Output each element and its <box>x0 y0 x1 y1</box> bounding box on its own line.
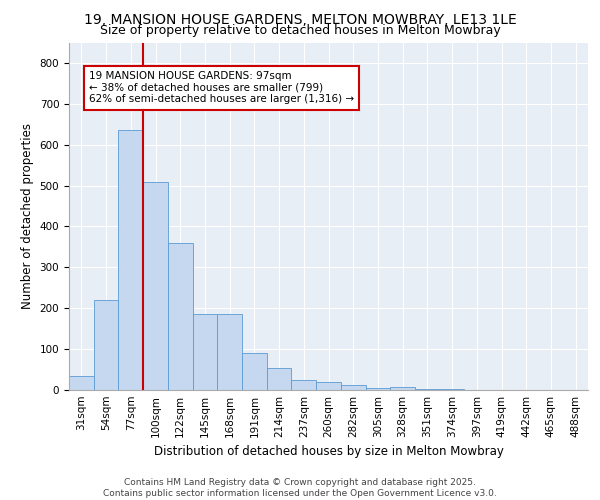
X-axis label: Distribution of detached houses by size in Melton Mowbray: Distribution of detached houses by size … <box>154 446 503 458</box>
Bar <box>143 182 168 390</box>
Bar <box>193 314 217 390</box>
Bar <box>365 388 390 390</box>
Bar <box>341 385 365 390</box>
Bar <box>118 130 143 390</box>
Bar <box>316 382 341 390</box>
Bar <box>69 376 94 390</box>
Bar <box>415 389 440 390</box>
Text: Contains HM Land Registry data © Crown copyright and database right 2025.
Contai: Contains HM Land Registry data © Crown c… <box>103 478 497 498</box>
Bar <box>217 314 242 390</box>
Text: Size of property relative to detached houses in Melton Mowbray: Size of property relative to detached ho… <box>100 24 500 37</box>
Bar <box>94 300 118 390</box>
Bar <box>168 243 193 390</box>
Text: 19 MANSION HOUSE GARDENS: 97sqm
← 38% of detached houses are smaller (799)
62% o: 19 MANSION HOUSE GARDENS: 97sqm ← 38% of… <box>89 71 354 104</box>
Bar <box>242 353 267 390</box>
Bar <box>440 389 464 390</box>
Bar <box>267 368 292 390</box>
Text: 19, MANSION HOUSE GARDENS, MELTON MOWBRAY, LE13 1LE: 19, MANSION HOUSE GARDENS, MELTON MOWBRA… <box>83 12 517 26</box>
Y-axis label: Number of detached properties: Number of detached properties <box>21 123 34 309</box>
Bar <box>292 380 316 390</box>
Bar <box>390 387 415 390</box>
